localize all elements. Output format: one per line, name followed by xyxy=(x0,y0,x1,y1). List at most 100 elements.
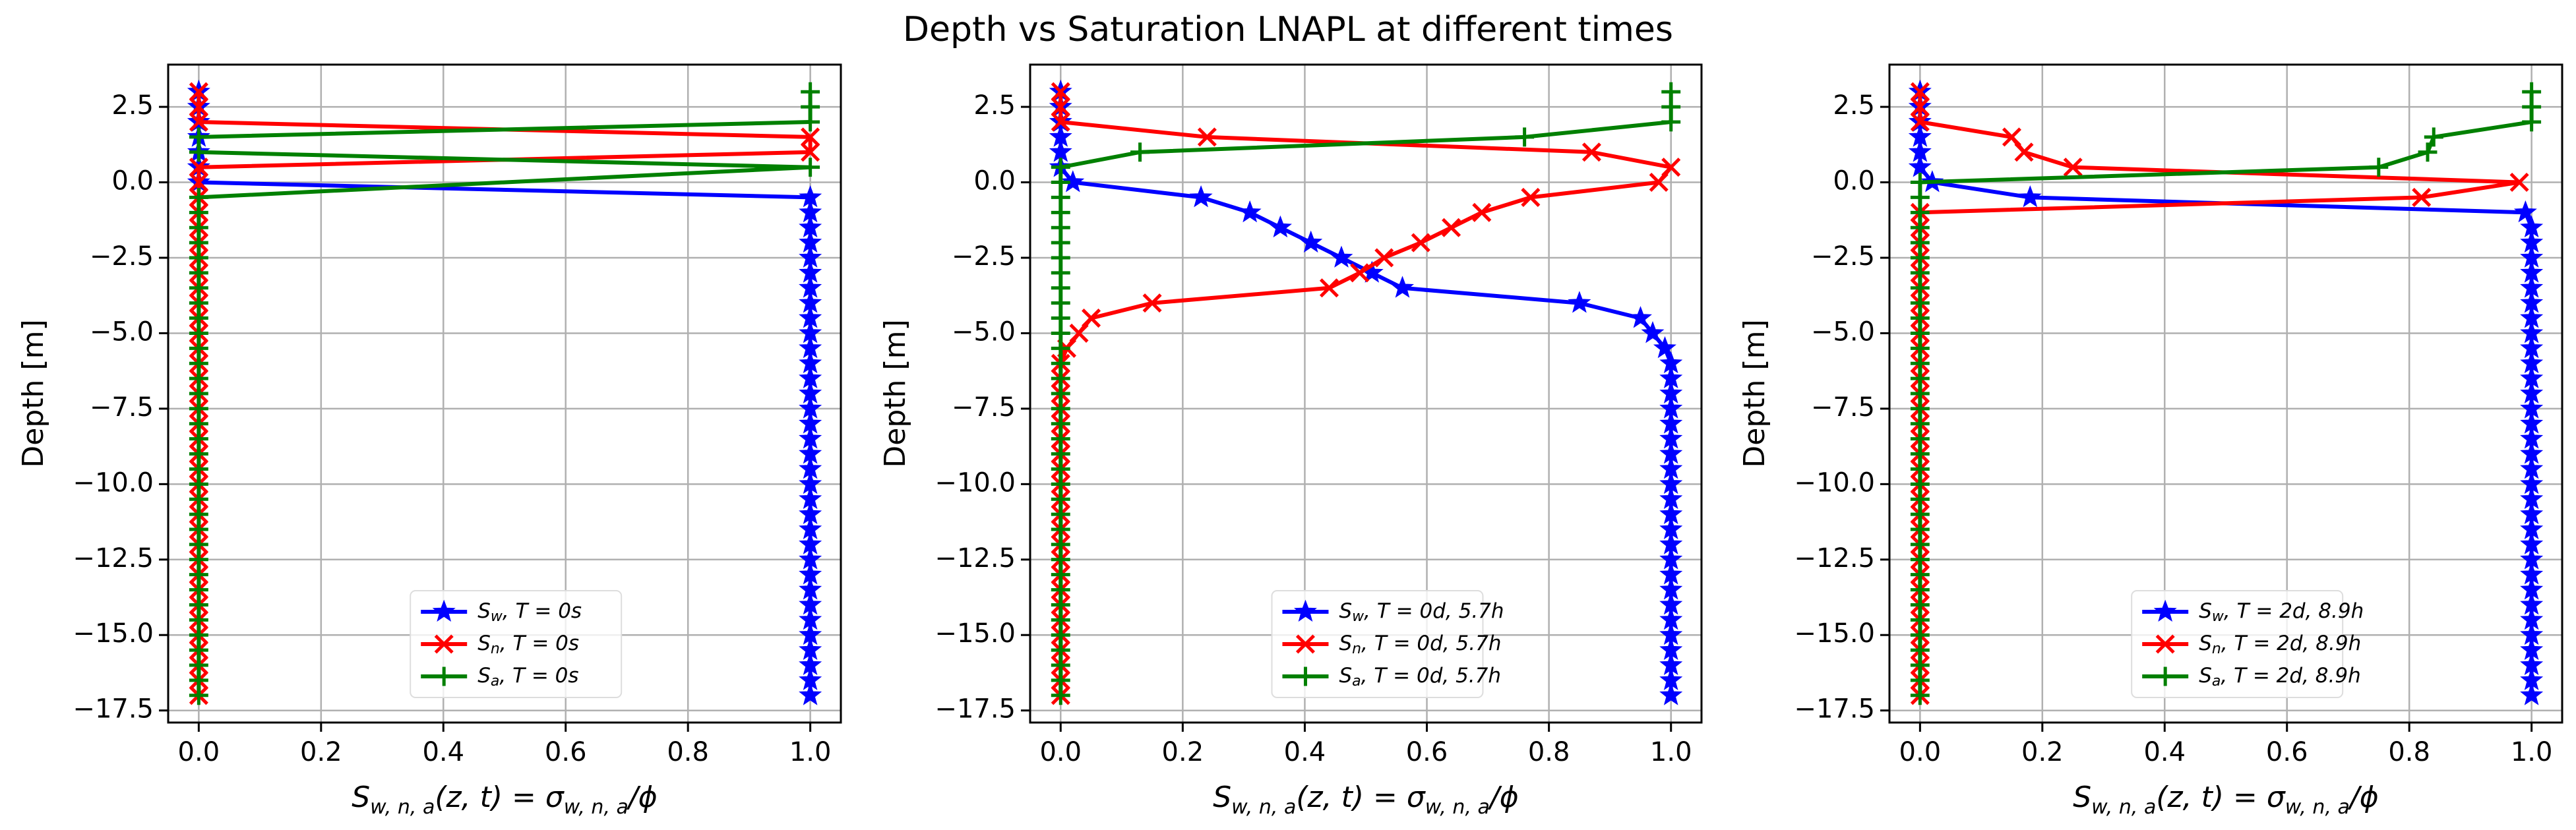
data-point-water xyxy=(1391,276,1415,298)
x-tick-label: 0.4 xyxy=(2143,737,2186,767)
legend-marker-water xyxy=(1293,599,1317,622)
data-point-water xyxy=(1238,200,1262,223)
legend-box xyxy=(1271,590,1484,698)
y-tick-label: −2.5 xyxy=(1811,241,1875,272)
y-tick-label: −10.0 xyxy=(73,467,154,498)
data-point-water xyxy=(1189,185,1213,208)
y-tick-label: −5.0 xyxy=(1811,316,1875,347)
axes-frame xyxy=(167,63,842,724)
data-point-napl xyxy=(2014,142,2034,162)
y-tick-label: −5.0 xyxy=(952,316,1016,347)
data-point-napl xyxy=(189,97,208,117)
axes-frame xyxy=(1888,63,2563,724)
data-point-napl xyxy=(1910,112,1930,132)
data-point-water xyxy=(1268,215,1292,238)
data-point-water xyxy=(1653,336,1676,359)
x-axis-label: Sw, n, a(z, t) = σw, n, a/ϕ xyxy=(2073,781,2379,819)
x-axis-label: Sw, n, a(z, t) = σw, n, a/ϕ xyxy=(1213,781,1519,819)
legend-marker-air xyxy=(1296,667,1315,686)
y-tick-label: 0.0 xyxy=(1833,166,1875,196)
x-tick-label: 0.2 xyxy=(1162,737,1204,767)
legend-marker-water xyxy=(2153,599,2177,622)
legend-box xyxy=(410,590,623,698)
data-point-air xyxy=(2418,142,2438,162)
legend: Sw, T = 0d, 5.7h Sn, T = 0d, 5.7h Sa, T = … xyxy=(1271,590,1504,698)
series-air xyxy=(189,82,820,705)
data-point-water xyxy=(1330,245,1353,268)
data-point-napl xyxy=(1910,82,1930,102)
y-tick-label: 2.5 xyxy=(973,90,1016,121)
x-tick-label: 0.8 xyxy=(667,737,709,767)
legend-label: Sa, T = 0s xyxy=(477,664,578,690)
x-tick-label: 0.0 xyxy=(1899,737,1942,767)
data-point-water xyxy=(1628,306,1652,328)
y-tick-label: 0.0 xyxy=(973,166,1016,196)
x-axis-label: Sw, n, a(z, t) = σw, n, a/ϕ xyxy=(352,781,658,819)
legend-label: Sw, T = 0s xyxy=(477,599,582,626)
data-point-napl xyxy=(1069,323,1089,343)
data-point-napl xyxy=(189,82,208,102)
legend-box xyxy=(2131,590,2344,698)
data-point-air xyxy=(801,112,820,132)
y-tick-label: 2.5 xyxy=(1833,90,1875,121)
y-tick-label: −15.0 xyxy=(935,618,1016,649)
y-axis-label: Depth [m] xyxy=(16,319,50,467)
data-point-napl xyxy=(2509,173,2529,193)
y-tick-label: −15.0 xyxy=(1794,618,1875,649)
y-tick-label: −12.5 xyxy=(935,543,1016,574)
data-point-water xyxy=(799,683,822,705)
y-axis-label: Depth [m] xyxy=(1738,319,1771,467)
data-point-napl xyxy=(801,142,820,162)
y-tick-label: −12.5 xyxy=(1794,543,1875,574)
y-tick-label: −17.5 xyxy=(935,694,1016,725)
y-tick-label: −17.5 xyxy=(1794,694,1875,725)
legend-label: Sa, T = 0d, 5.7h xyxy=(1339,664,1501,690)
y-tick-label: −12.5 xyxy=(73,543,154,574)
data-point-napl xyxy=(1442,218,1461,237)
y-tick-label: −7.5 xyxy=(1811,392,1875,423)
y-tick-label: −10.0 xyxy=(1794,467,1875,498)
legend-marker-air xyxy=(2155,667,2175,686)
y-axis-label: Depth [m] xyxy=(878,319,912,467)
data-point-napl xyxy=(189,173,208,193)
data-point-water xyxy=(2513,200,2537,223)
data-point-napl xyxy=(1319,278,1339,298)
y-tick-label: −2.5 xyxy=(90,241,154,272)
data-point-napl xyxy=(2002,127,2021,147)
legend-marker-napl xyxy=(1295,634,1315,654)
legend-label: Sn, T = 0s xyxy=(477,632,579,658)
data-point-water xyxy=(1299,230,1323,253)
legend-marker-water xyxy=(432,599,456,622)
data-point-napl xyxy=(1051,112,1070,132)
data-point-napl xyxy=(1051,82,1070,102)
x-tick-label: 0.0 xyxy=(1039,737,1082,767)
x-tick-label: 1.0 xyxy=(1650,737,1692,767)
data-point-air xyxy=(1130,142,1150,162)
y-tick-label: 0.0 xyxy=(111,166,154,196)
legend-marker-napl xyxy=(2155,634,2175,654)
y-tick-label: −7.5 xyxy=(952,392,1016,423)
data-point-napl xyxy=(2412,187,2432,207)
data-point-napl xyxy=(1082,309,1101,328)
chart-panel-3: 0.0 0.2 0.4 0.6 0.8 1.0 2.5 0.0 −2.5 −5.0 −7.5 −10.… xyxy=(1738,63,2563,819)
series-air xyxy=(1051,82,1681,705)
data-point-air xyxy=(2522,112,2542,132)
data-point-napl xyxy=(1910,97,1930,117)
data-point-water xyxy=(1641,320,1665,343)
data-point-napl xyxy=(1521,187,1541,207)
x-tick-label: 1.0 xyxy=(2511,737,2553,767)
y-tick-label: −10.0 xyxy=(935,467,1016,498)
data-point-air xyxy=(1051,686,1070,705)
data-point-air xyxy=(1515,127,1535,147)
data-point-napl xyxy=(2063,158,2083,177)
x-tick-label: 0.0 xyxy=(178,737,220,767)
y-tick-label: −2.5 xyxy=(952,241,1016,272)
data-point-napl xyxy=(1649,173,1669,193)
legend-label: Sa, T = 2d, 8.9h xyxy=(2199,664,2361,690)
x-tick-label: 0.4 xyxy=(422,737,464,767)
x-tick-label: 0.8 xyxy=(1528,737,1570,767)
data-point-air xyxy=(1661,112,1681,132)
data-point-napl xyxy=(1661,158,1681,177)
